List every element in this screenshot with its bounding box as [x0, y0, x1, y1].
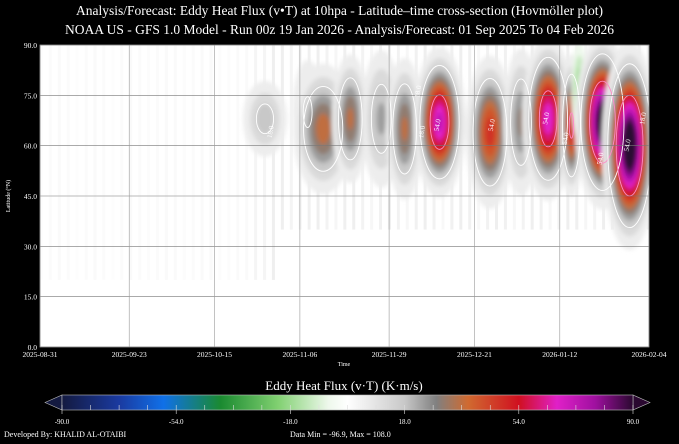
heatmap-streak	[111, 45, 114, 280]
x-tick-label: 2026-02-04	[632, 350, 667, 359]
contour-label: 54.0	[541, 111, 551, 125]
contour-label: 18.0	[417, 125, 427, 139]
heatmap-streak	[40, 45, 43, 280]
heatmap-streak	[129, 45, 133, 280]
data-range-text: Data Min = -96.9, Max = 108.0	[290, 430, 391, 439]
contour-label: 54.0	[623, 138, 633, 152]
heatmap-streak	[138, 45, 142, 280]
heatmap-streak	[156, 45, 159, 280]
colorbar-tick-label: 90.0	[627, 418, 640, 426]
heatmap-streak	[120, 45, 123, 280]
heatmap-streak	[263, 45, 267, 280]
contour-line-18	[580, 53, 625, 191]
x-tick-label: 2025-08-31	[23, 350, 58, 359]
contour-line-54	[589, 80, 616, 164]
contour-line-18	[392, 83, 417, 175]
heatmap-streak	[192, 45, 195, 280]
x-axis-label: Time	[338, 362, 351, 368]
heatmap-streak	[164, 45, 168, 280]
heatmap-streak	[57, 45, 61, 280]
heatmap-streak	[271, 45, 275, 280]
contour-line-18	[510, 78, 532, 166]
contour-labels: 18.0 18.0 54.0 18.0 54.0 54.0 54.0 54.0 54.0 18.0	[266, 84, 648, 165]
heatmap-streak	[236, 45, 240, 280]
heatmap-streak	[227, 45, 230, 280]
x-tick-label: 2025-09-23	[112, 350, 147, 359]
heatmap-streak	[200, 45, 204, 280]
heatmap-cell	[347, 107, 354, 130]
x-tick-label: 2025-10-15	[197, 350, 232, 359]
heatmap-cell	[543, 103, 554, 135]
heatmap-streak	[66, 45, 70, 280]
heatmap-streak	[85, 45, 88, 280]
contour-line-18	[528, 56, 568, 181]
contour-line-18	[302, 96, 313, 128]
y-tick-label: 0.0	[28, 343, 38, 352]
colorbar-tick-label: -18.0	[283, 418, 298, 426]
contour-label: 54.0	[487, 118, 497, 132]
heatmap-streak	[102, 45, 106, 280]
y-tick-label: 90.0	[24, 41, 37, 50]
heatmap-streak	[209, 45, 213, 280]
heatmap-cell	[376, 102, 387, 135]
y-axis-label: Latitude (°N)	[5, 180, 12, 212]
heatmap-streak	[93, 45, 97, 280]
colorbar-tick-label: -90.0	[55, 418, 70, 426]
colorbar-min-extend-arrow	[44, 394, 63, 411]
heatmap-streak	[289, 45, 293, 230]
y-tick-label: 60.0	[24, 142, 37, 151]
developer-credit: Developed By: KHALID AL-OTAIBI	[4, 430, 127, 439]
contour-line-54	[429, 94, 450, 150]
colorbar-tick-label: -54.0	[169, 418, 184, 426]
x-tick-label: 2025-12-21	[457, 350, 492, 359]
x-tick-label: 2025-11-06	[283, 350, 318, 359]
heatmap-cell	[316, 113, 331, 145]
contour-line-18	[255, 103, 275, 135]
y-tick-label: 45.0	[24, 192, 37, 201]
heatmap-cell	[436, 112, 443, 132]
y-tick-label: 75.0	[24, 91, 37, 100]
heatmap-cell	[401, 116, 408, 142]
contour-line-18	[370, 83, 392, 154]
chart-title: Analysis/Forecast: Eddy Heat Flux (v•T) …	[76, 3, 603, 18]
chart-subtitle: NOAA US - GFS 1.0 Model - Run 00z 19 Jan…	[65, 22, 614, 37]
heatmap-streak	[254, 45, 258, 280]
contour-line-18	[303, 86, 344, 172]
heatmap-streak	[218, 45, 221, 280]
colorbar-tick-label: 18.0	[398, 418, 411, 426]
y-tick-label: 30.0	[24, 242, 37, 251]
heatmap-cell	[256, 103, 274, 134]
contour-label: 54.0	[433, 118, 443, 132]
contour-line-18	[338, 77, 363, 161]
y-tick-label: 15.0	[24, 293, 37, 302]
heatmap-streak	[173, 45, 177, 280]
contour-label: 54.0	[595, 152, 605, 166]
heatmap-field	[40, 45, 649, 280]
contour-label: 18.0	[413, 84, 423, 98]
heatmap-streak	[183, 45, 186, 280]
heatmap-cell	[485, 117, 495, 148]
colorbar-title: Eddy Heat Flux (v·T) (K·m/s)	[265, 378, 422, 393]
contour-line-18	[472, 78, 508, 187]
x-tick-label: 2026-01-12	[542, 350, 577, 359]
heatmap-streak	[76, 45, 79, 280]
contour-line-18	[562, 73, 581, 178]
heatmap-streak	[147, 45, 150, 280]
contour-label: 54.0	[561, 131, 571, 145]
plot-frame	[39, 44, 650, 348]
contour-line-18	[419, 65, 460, 180]
heatmap-streak	[48, 45, 52, 280]
colorbar-ticks: -90.0 -54.0 -18.0 18.0 54.0 90.0	[55, 405, 640, 426]
heatmap-streak	[245, 45, 249, 280]
x-tick-label: 2025-11-29	[372, 350, 407, 359]
contour-line-54	[538, 90, 558, 148]
heatmap-cell	[569, 112, 574, 139]
colorbar-max-extend-arrow	[632, 394, 651, 411]
contour-label: 18.0	[638, 111, 648, 125]
colorbar-tick-label: 54.0	[513, 418, 526, 426]
contour-line-54	[568, 112, 575, 139]
contour-label: 18.0	[266, 125, 276, 139]
